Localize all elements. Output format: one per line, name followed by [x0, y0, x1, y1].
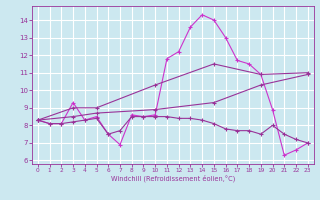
X-axis label: Windchill (Refroidissement éolien,°C): Windchill (Refroidissement éolien,°C)	[111, 175, 235, 182]
